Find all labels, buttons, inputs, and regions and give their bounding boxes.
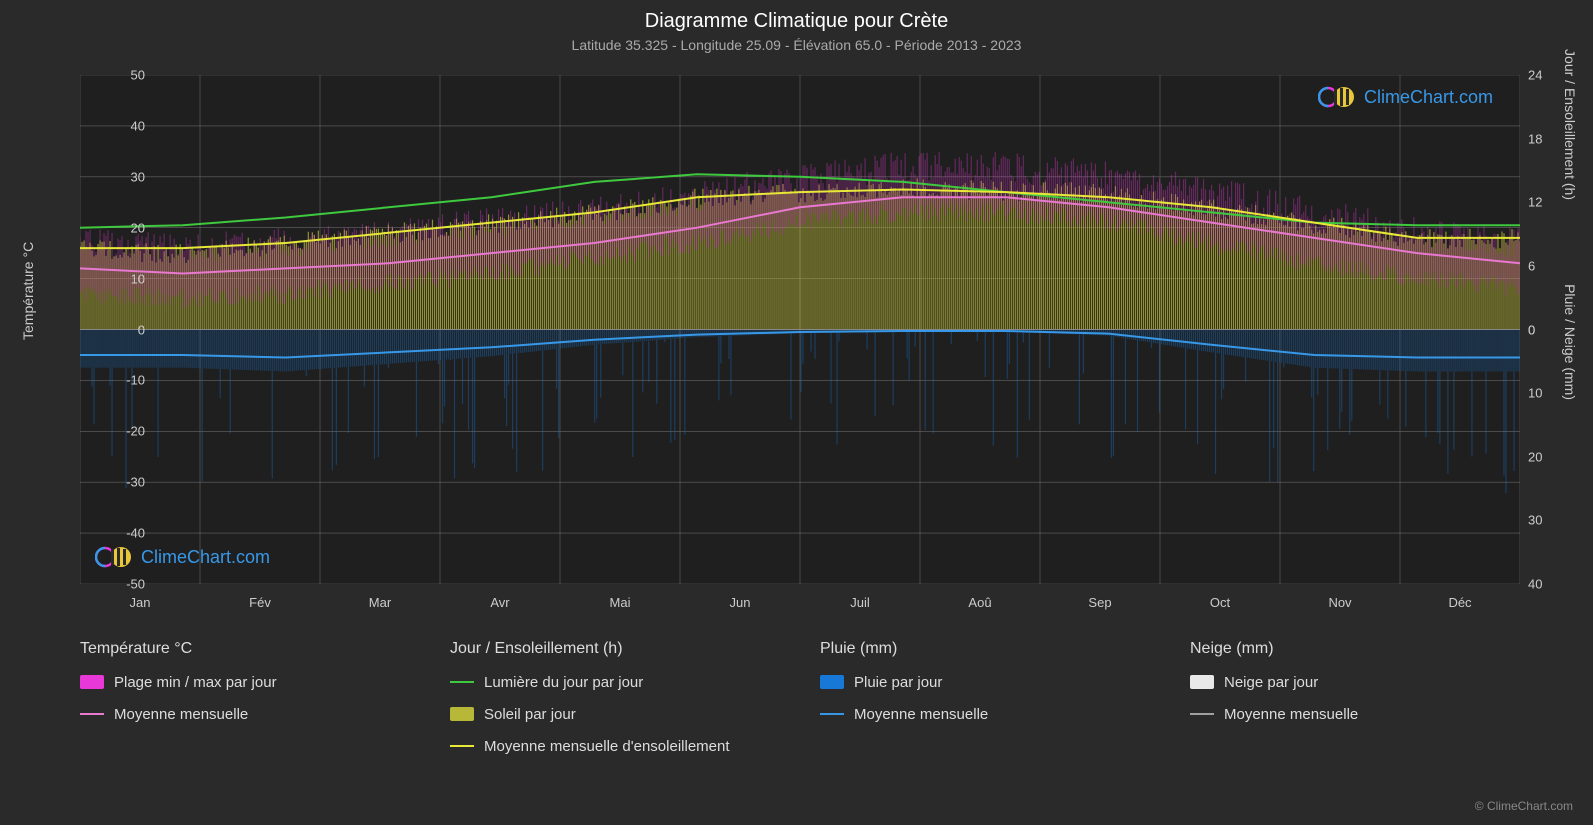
y-tick-right: 12 bbox=[1528, 195, 1542, 210]
x-tick-month: Fév bbox=[249, 595, 271, 610]
legend-header: Température °C bbox=[80, 640, 410, 658]
legend-item: Lumière du jour par jour bbox=[450, 672, 780, 692]
y-tick-left: -10 bbox=[126, 373, 145, 388]
legend-item: Moyenne mensuelle bbox=[80, 704, 410, 724]
y-axis-right-top-label: Jour / Ensoleillement (h) bbox=[1562, 49, 1578, 200]
x-tick-month: Jun bbox=[730, 595, 751, 610]
x-tick-month: Oct bbox=[1210, 595, 1230, 610]
legend-item: Moyenne mensuelle bbox=[820, 704, 1150, 724]
legend-label: Pluie par jour bbox=[854, 674, 942, 691]
y-tick-right: 10 bbox=[1528, 386, 1542, 401]
x-tick-month: Juil bbox=[850, 595, 870, 610]
chart-subtitle: Latitude 35.325 - Longitude 25.09 - Élév… bbox=[0, 33, 1593, 53]
legend-item: Soleil par jour bbox=[450, 704, 780, 724]
y-tick-left: -20 bbox=[126, 424, 145, 439]
plot-area bbox=[80, 75, 1520, 584]
x-tick-month: Mai bbox=[610, 595, 631, 610]
legend-header: Neige (mm) bbox=[1190, 640, 1520, 658]
legend-swatch bbox=[820, 675, 844, 689]
legend-label: Moyenne mensuelle bbox=[114, 706, 248, 723]
logo-icon bbox=[1318, 85, 1358, 109]
y-tick-left: -30 bbox=[126, 475, 145, 490]
legend-swatch bbox=[80, 713, 104, 715]
y-tick-right: 6 bbox=[1528, 258, 1535, 273]
y-tick-right: 40 bbox=[1528, 577, 1542, 592]
y-tick-right: 20 bbox=[1528, 449, 1542, 464]
legend-swatch bbox=[1190, 675, 1214, 689]
legend-item: Moyenne mensuelle bbox=[1190, 704, 1520, 724]
legend-swatch bbox=[820, 713, 844, 715]
y-tick-right: 24 bbox=[1528, 68, 1542, 83]
y-tick-left: 0 bbox=[138, 322, 145, 337]
legend-swatch bbox=[450, 745, 474, 747]
x-tick-month: Jan bbox=[130, 595, 151, 610]
legend: Température °C Plage min / max par jour Mo… bbox=[80, 640, 1520, 768]
legend-item: Pluie par jour bbox=[820, 672, 1150, 692]
x-tick-month: Déc bbox=[1448, 595, 1471, 610]
watermark-text: ClimeChart.com bbox=[1364, 87, 1493, 108]
legend-swatch bbox=[1190, 713, 1214, 715]
y-tick-left: -50 bbox=[126, 577, 145, 592]
legend-label: Lumière du jour par jour bbox=[484, 674, 643, 691]
legend-column: Pluie (mm) Pluie par jour Moyenne mensuell… bbox=[820, 640, 1150, 768]
legend-swatch bbox=[450, 707, 474, 721]
copyright: © ClimeChart.com bbox=[1475, 799, 1573, 813]
watermark-bottom: ClimeChart.com bbox=[95, 545, 270, 569]
logo-icon bbox=[95, 545, 135, 569]
legend-column: Température °C Plage min / max par jour Mo… bbox=[80, 640, 410, 768]
y-tick-left: 30 bbox=[131, 169, 145, 184]
y-tick-left: 20 bbox=[131, 220, 145, 235]
y-tick-right: 30 bbox=[1528, 513, 1542, 528]
legend-swatch bbox=[450, 681, 474, 683]
legend-label: Soleil par jour bbox=[484, 706, 576, 723]
legend-label: Moyenne mensuelle bbox=[1224, 706, 1358, 723]
y-axis-left-label: Température °C bbox=[20, 242, 36, 340]
y-tick-left: -40 bbox=[126, 526, 145, 541]
legend-label: Plage min / max par jour bbox=[114, 674, 277, 691]
chart-svg bbox=[80, 75, 1520, 584]
legend-label: Moyenne mensuelle bbox=[854, 706, 988, 723]
legend-item: Moyenne mensuelle d'ensoleillement bbox=[450, 736, 780, 756]
x-tick-month: Sep bbox=[1088, 595, 1111, 610]
legend-header: Jour / Ensoleillement (h) bbox=[450, 640, 780, 658]
watermark-top: ClimeChart.com bbox=[1318, 85, 1493, 109]
y-tick-left: 10 bbox=[131, 271, 145, 286]
legend-label: Moyenne mensuelle d'ensoleillement bbox=[484, 738, 730, 755]
y-tick-left: 40 bbox=[131, 118, 145, 133]
y-tick-left: 50 bbox=[131, 68, 145, 83]
x-tick-month: Avr bbox=[490, 595, 509, 610]
chart-plot-container bbox=[80, 65, 1520, 610]
x-tick-month: Aoû bbox=[968, 595, 991, 610]
y-tick-right: 0 bbox=[1528, 322, 1535, 337]
legend-label: Neige par jour bbox=[1224, 674, 1318, 691]
x-tick-month: Nov bbox=[1328, 595, 1351, 610]
legend-column: Neige (mm) Neige par jour Moyenne mensuell… bbox=[1190, 640, 1520, 768]
y-tick-right: 18 bbox=[1528, 131, 1542, 146]
legend-header: Pluie (mm) bbox=[820, 640, 1150, 658]
watermark-text: ClimeChart.com bbox=[141, 547, 270, 568]
chart-title: Diagramme Climatique pour Crète bbox=[0, 0, 1593, 33]
legend-swatch bbox=[80, 675, 104, 689]
x-tick-month: Mar bbox=[369, 595, 391, 610]
y-axis-right-bot-label: Pluie / Neige (mm) bbox=[1562, 284, 1578, 400]
legend-item: Plage min / max par jour bbox=[80, 672, 410, 692]
legend-column: Jour / Ensoleillement (h) Lumière du jour… bbox=[450, 640, 780, 768]
legend-item: Neige par jour bbox=[1190, 672, 1520, 692]
